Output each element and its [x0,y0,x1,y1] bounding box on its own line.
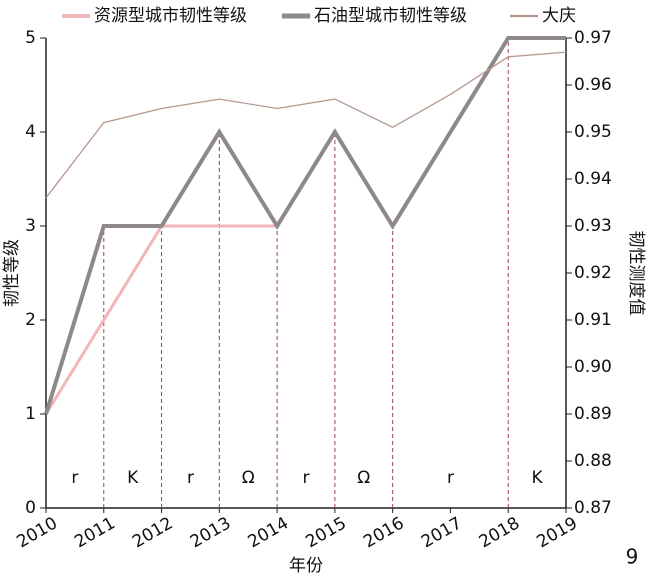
x-tick-label: 2019 [534,513,581,552]
legend-label: 大庆 [542,6,576,26]
x-tick-label: 2016 [360,513,407,552]
phase-label: Ω [357,468,370,488]
phase-label: r [187,468,194,488]
page-number: 9 [626,545,639,569]
y-tick-label: 3 [25,216,36,236]
y2-tick-label: 0.88 [574,451,612,471]
phase-label: r [71,468,78,488]
x-tick-label: 2015 [302,513,349,552]
y2-tick-label: 0.97 [574,28,612,48]
phase-label: Ω [242,468,255,488]
y2-tick-label: 0.96 [574,75,612,95]
x-tick-label: 2013 [187,513,234,552]
phase-label: r [303,468,310,488]
y2-tick-label: 0.92 [574,263,612,283]
x-tick-label: 2017 [418,513,465,552]
x-tick-label: 2011 [71,513,118,552]
y-tick-label: 5 [25,28,36,48]
y2-tick-label: 0.95 [574,122,612,142]
phase-label: K [127,468,139,488]
y2-tick-label: 0.94 [574,169,612,189]
y2-tick-label: 0.87 [574,498,612,518]
y2-tick-label: 0.90 [574,357,612,377]
x-axis-label: 年份 [289,556,323,576]
y-axis-label: 韧性等级 [2,239,22,307]
y2-tick-label: 0.91 [574,310,612,330]
legend-label: 石油型城市韧性等级 [314,6,467,26]
y-tick-label: 1 [25,404,36,424]
phase-label: K [532,468,544,488]
x-tick-label: 2010 [14,513,61,552]
y-tick-label: 0 [25,498,36,518]
y2-tick-label: 0.93 [574,216,612,236]
legend-label: 资源型城市韧性等级 [94,6,247,26]
x-tick-label: 2012 [129,513,176,552]
y2-axis-label: 韧性测度值 [626,231,646,316]
y2-tick-label: 0.89 [574,404,612,424]
phase-label: r [447,468,454,488]
series-line [44,36,566,415]
x-tick-label: 2014 [245,513,292,552]
series-line [45,51,567,199]
y-tick-label: 4 [25,122,36,142]
x-tick-label: 2018 [476,513,523,552]
y-tick-label: 2 [25,310,36,330]
